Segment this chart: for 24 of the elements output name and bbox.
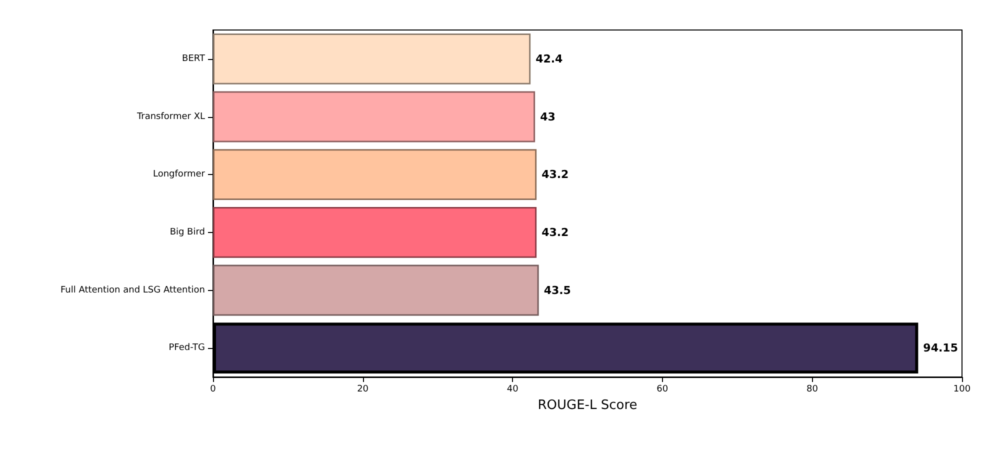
y-tick-label: Full Attention and LSG Attention xyxy=(60,285,205,296)
x-tick-label: 20 xyxy=(357,384,369,394)
bar xyxy=(213,264,539,316)
data-label: 43.2 xyxy=(542,226,569,239)
y-tick-label: Transformer XL xyxy=(136,112,205,122)
y-tick-label: Longformer xyxy=(152,170,206,180)
x-tick-label: 80 xyxy=(806,384,818,394)
data-label: 94.15 xyxy=(923,342,958,355)
bar xyxy=(213,206,537,258)
x-tick-label: 0 xyxy=(210,384,216,394)
data-label: 43.2 xyxy=(542,168,569,182)
bar xyxy=(213,149,537,200)
x-tick-label: 100 xyxy=(953,384,971,394)
data-label: 42.4 xyxy=(536,52,564,66)
data-label: 43.5 xyxy=(544,284,571,297)
data-label: 43 xyxy=(540,110,556,124)
x-tick-label: 60 xyxy=(656,384,668,394)
x-tick-label: 40 xyxy=(506,384,519,394)
bar xyxy=(213,33,531,84)
y-tick-label: Big Bird xyxy=(170,227,205,238)
bar xyxy=(213,91,536,142)
y-tick-label: PFed-TG xyxy=(168,343,206,354)
y-tick-label: BERT xyxy=(182,54,206,64)
x-axis-title: ROUGE-L Score xyxy=(538,398,638,413)
